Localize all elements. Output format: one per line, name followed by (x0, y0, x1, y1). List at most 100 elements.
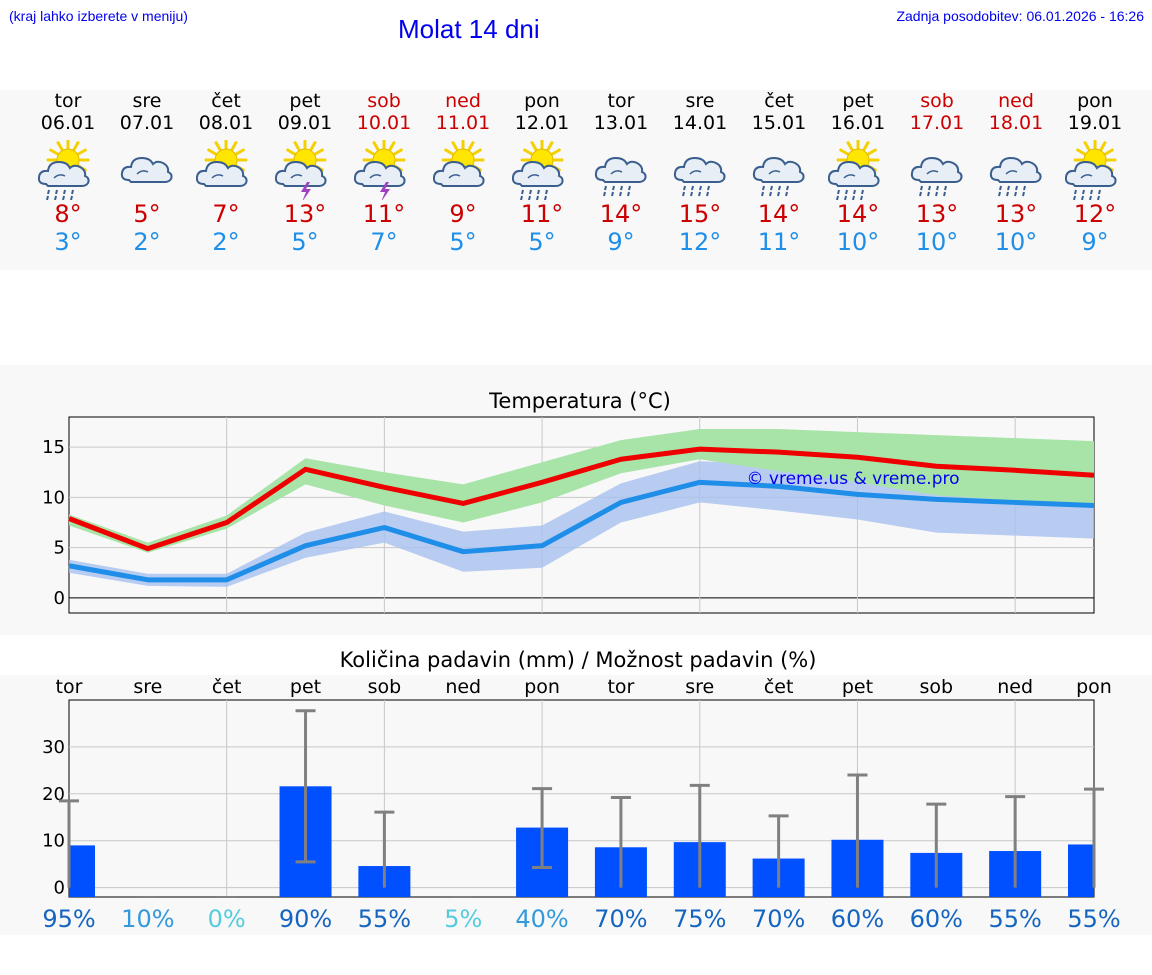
x-tick-label: sob (368, 676, 402, 698)
precip-probability: 40% (515, 905, 568, 933)
x-tick-label: sre (685, 676, 714, 698)
forecast-day: pet 09.01 13° 5° (265, 90, 345, 256)
precip-probability: 60% (910, 905, 963, 933)
precip-probability: 60% (831, 905, 884, 933)
forecast-day: ned 11.01 9° 5° (423, 90, 503, 256)
x-tick-label: tor (607, 676, 634, 698)
day-name: sob (367, 90, 401, 112)
min-temperature: 5° (291, 228, 319, 256)
min-temperature: 10° (915, 228, 959, 256)
day-date: 13.01 (593, 112, 649, 134)
precip-probability: 90% (279, 905, 332, 933)
x-tick-label: čet (764, 676, 794, 698)
day-date: 09.01 (277, 112, 333, 134)
temperature-chart: 0 5 10 15 Temperatura (°C) © vreme.us & vreme… (42, 389, 1095, 614)
y-tick-label: 10 (42, 487, 65, 508)
x-tick-label: tor (56, 676, 83, 698)
cloud-icon (120, 156, 173, 183)
day-name: sre (685, 90, 715, 112)
max-temperature: 7° (212, 200, 240, 228)
y-tick-label: 10 (42, 831, 65, 852)
location-hint-link[interactable]: (kraj lahko izberete v meniju) (9, 8, 188, 24)
x-tick-label: čet (212, 676, 242, 698)
max-temperature: 11° (520, 200, 564, 228)
max-temperature: 5° (133, 200, 161, 228)
forecast-day: tor 13.01 14° 9° (581, 90, 661, 256)
forecast-day: sre 14.01 15° 12° (660, 90, 740, 256)
forecast-day: ned 18.01 13° 10° (976, 90, 1056, 256)
cloud-rain-icon (594, 156, 647, 197)
min-temperature: 7° (370, 228, 398, 256)
forecast-day: čet 08.01 7° 2° (186, 90, 266, 256)
day-name: pet (842, 90, 874, 112)
precip-probability: 55% (1067, 905, 1120, 933)
day-name: pet (289, 90, 321, 112)
sun-cloud-rain-icon (512, 140, 564, 200)
day-date: 06.01 (40, 112, 96, 134)
x-tick-label: pon (524, 676, 560, 698)
min-temperature: 9° (607, 228, 635, 256)
max-temperature: 14° (836, 200, 880, 228)
forecast-day: tor 06.01 8° 3° (28, 90, 108, 256)
day-name: sob (920, 90, 954, 112)
precip-probability: 55% (988, 905, 1041, 933)
max-temperature: 14° (757, 200, 801, 228)
day-date: 19.01 (1067, 112, 1123, 134)
forecast-day: pet 16.01 14° 10° (818, 90, 898, 256)
min-temperature: 2° (212, 228, 240, 256)
day-date: 16.01 (830, 112, 886, 134)
range-band-max (69, 429, 1094, 553)
precip-probability: 5% (444, 905, 482, 933)
day-date: 18.01 (988, 112, 1044, 134)
day-name: pon (524, 90, 560, 112)
cloud-rain-icon (910, 156, 963, 197)
min-temperature: 12° (678, 228, 722, 256)
precip-probability: 70% (594, 905, 647, 933)
min-temperature: 5° (528, 228, 556, 256)
day-name: tor (54, 90, 82, 112)
day-name: čet (764, 90, 794, 112)
day-date: 11.01 (435, 112, 491, 134)
x-tick-label: ned (445, 676, 481, 698)
y-tick-label: 15 (42, 437, 65, 458)
cloud-rain-icon (989, 156, 1042, 197)
precip-probability: 10% (121, 905, 174, 933)
x-tick-label: pet (842, 676, 873, 698)
forecast-day: sre 07.01 5° 2° (107, 90, 187, 256)
forecast-day: čet 15.01 14° 11° (739, 90, 819, 256)
day-date: 14.01 (672, 112, 728, 134)
precip-bar (1068, 844, 1094, 897)
sun-cloud-rain-icon (1065, 140, 1117, 200)
day-date: 07.01 (119, 112, 175, 134)
max-temperature: 15° (678, 200, 722, 228)
day-name: ned (445, 90, 481, 112)
min-temperature: 5° (449, 228, 477, 256)
max-temperature: 13° (994, 200, 1038, 228)
day-date: 15.01 (751, 112, 807, 134)
cloud-rain-icon (673, 156, 726, 197)
x-tick-label: sob (920, 676, 954, 698)
precip-probability: 95% (42, 905, 95, 933)
day-date: 10.01 (356, 112, 412, 134)
sun-cloud-rain-icon (828, 140, 880, 200)
y-tick-label: 0 (54, 878, 65, 899)
sun-cloud-icon (196, 140, 248, 187)
x-tick-label: sre (133, 676, 162, 698)
chart-title: Temperatura (°C) (488, 389, 671, 413)
y-tick-label: 5 (54, 538, 65, 559)
forecast-day: pon 19.01 12° 9° (1055, 90, 1135, 256)
day-date: 17.01 (909, 112, 965, 134)
daily-forecast-strip: tor 06.01 8° 3° sre 07.01 5° 2° čet 08.01 7° 2° pet 0… (0, 90, 1152, 270)
day-name: ned (998, 90, 1034, 112)
last-updated: Zadnja posodobitev: 06.01.2026 - 16:26 (896, 8, 1144, 24)
x-tick-label: ned (997, 676, 1033, 698)
precip-probability: 55% (358, 905, 411, 933)
max-temperature: 14° (599, 200, 643, 228)
chart-title: Količina padavin (mm) / Možnost padavin … (340, 648, 817, 672)
forecast-day: sob 17.01 13° 10° (897, 90, 977, 256)
min-temperature: 10° (994, 228, 1038, 256)
min-temperature: 10° (836, 228, 880, 256)
precip-probability: 0% (208, 905, 246, 933)
y-tick-label: 30 (42, 737, 65, 758)
max-temperature: 9° (449, 200, 477, 228)
